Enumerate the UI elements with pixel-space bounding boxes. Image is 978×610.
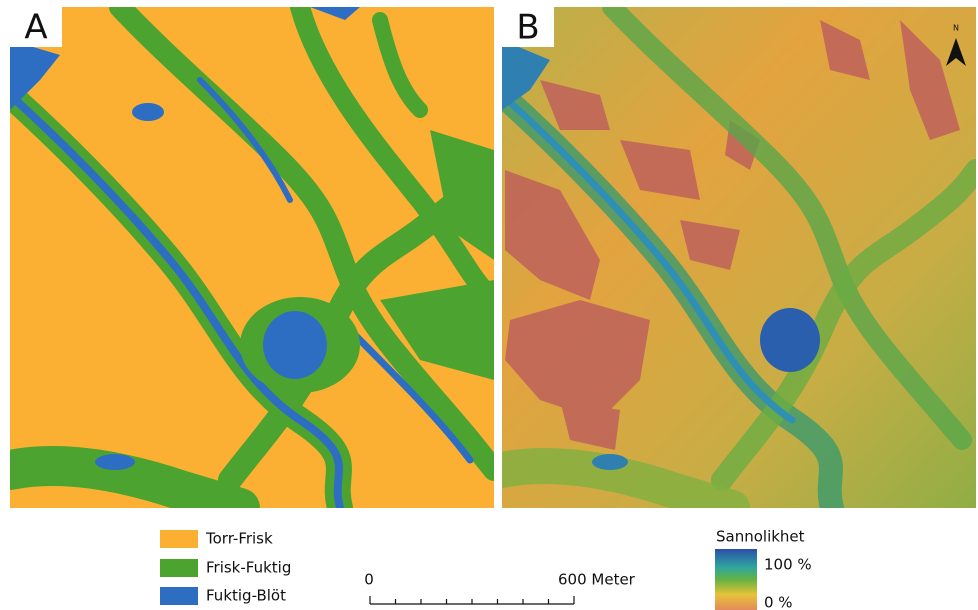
legend-label: Frisk-Fuktig [206, 559, 291, 577]
blue-patch [263, 311, 327, 379]
wet-patch [760, 308, 820, 372]
north-label: N [953, 24, 959, 33]
legend-swatch [160, 530, 198, 548]
wet-patch [592, 454, 628, 470]
colorbar-ramp [715, 549, 757, 610]
blue-patch [132, 103, 164, 121]
legend-swatch [160, 559, 198, 577]
panel-label: B [516, 8, 539, 48]
legend: Torr-Frisk Frisk-Fuktig Fuktig-Blöt [160, 530, 291, 606]
scale-bar: 0 600 Meter [364, 571, 635, 605]
panel-label: A [24, 8, 47, 48]
colorbar: Sannolikhet 100 % 0 % [715, 528, 812, 610]
colorbar-title: Sannolikhet [716, 528, 805, 546]
map-background [10, 7, 494, 508]
figure: A B N Torr-Frisk [0, 0, 978, 610]
blue-patch [95, 454, 135, 470]
legend-swatch [160, 587, 198, 605]
scale-line [370, 596, 574, 604]
map-b [502, 7, 976, 508]
legend-label: Torr-Frisk [205, 530, 273, 548]
legend-label: Fuktig-Blöt [206, 587, 286, 605]
scale-end: 600 Meter [558, 571, 636, 589]
map-a [10, 7, 494, 508]
colorbar-max: 100 % [764, 556, 812, 574]
colorbar-min: 0 % [764, 594, 793, 610]
scale-start: 0 [364, 571, 374, 589]
